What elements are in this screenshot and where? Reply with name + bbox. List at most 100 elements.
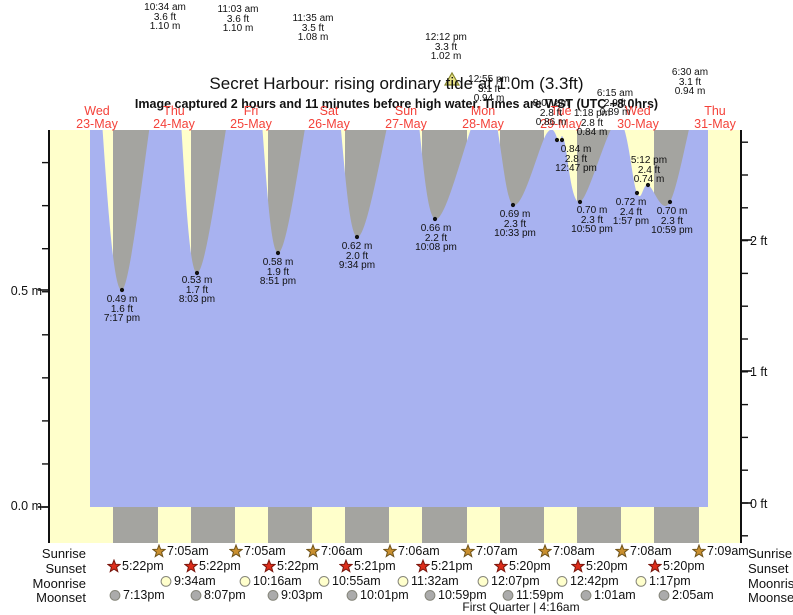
high-tide-annotation: 11:03 am 3.6 ft 1.10 m <box>218 5 259 34</box>
moonrise-entry: 11:32am <box>396 574 459 588</box>
moonset-circle-shape <box>190 590 202 601</box>
high-tide-annotation: 8:07 am 2.8 ft 0.86 m <box>533 99 569 128</box>
low-tide-annotation: 0.58 m 1.9 ft 8:51 pm <box>260 258 296 287</box>
sunset-star-shape <box>107 559 121 573</box>
day-name: Thu <box>163 104 185 118</box>
low-tide-ft: 2.3 ft <box>503 218 527 230</box>
low-tide-time: 12:47 pm <box>555 163 597 175</box>
moonset-circle-icon <box>424 590 436 601</box>
moonrise-entry: 1:17pm <box>634 574 691 588</box>
moonset-circle-icon <box>267 590 279 601</box>
low-tide-annotation: 0.53 m 1.7 ft 8:03 pm <box>179 276 215 305</box>
day-label: Wed 30-May <box>598 105 678 131</box>
row-label-moonset-left: Moonset <box>36 590 86 605</box>
right-axis-label: 2 ft <box>750 234 768 248</box>
high-tide-time: 11:03 am <box>217 4 259 15</box>
day-label: Sun 27-May <box>366 105 446 131</box>
low-tide-annotation: 0.84 m 2.8 ft 12:47 pm <box>555 145 597 174</box>
high-tide-annotation: 1:18 pm 2.8 ft 0.84 m <box>574 109 610 138</box>
low-tide-ft: 1.7 ft <box>185 284 209 296</box>
sunset-star-icon <box>339 559 353 573</box>
low-tide-annotation: 0.49 m 1.6 ft 7:17 pm <box>104 295 140 324</box>
moonset-entry: 11:59pm <box>501 588 564 602</box>
moonrise-time: 12:42pm <box>570 574 619 588</box>
day-date: 23-May <box>76 117 118 131</box>
moonrise-entry: 12:07pm <box>476 574 540 588</box>
tide-extreme-dot <box>432 216 438 222</box>
moonrise-entry: 10:55am <box>317 574 381 588</box>
low-tide-time: 7:17 pm <box>103 313 141 325</box>
tide-extreme-dot <box>119 287 125 293</box>
high-tide-time: 12:55 pm <box>468 74 510 85</box>
row-label-sunset-right: Sunset <box>748 561 789 576</box>
moonrise-circle-icon <box>477 576 489 587</box>
moonrise-time: 11:32am <box>411 574 459 588</box>
low-tide-time: 10:50 pm <box>571 224 613 236</box>
sunrise-star-shape <box>306 544 320 558</box>
moonrise-entry: 12:42pm <box>555 574 619 588</box>
day-date: 31-May <box>694 117 736 131</box>
high-tide-ft: 3.6 ft <box>226 13 250 25</box>
high-tide-ft: 3.1 ft <box>477 83 501 95</box>
sunrise-star-shape <box>461 544 475 558</box>
high-tide-m: 0.94 m <box>473 93 505 105</box>
sunset-star-shape <box>648 559 662 573</box>
day-name: Sat <box>319 104 339 118</box>
moonset-time: 10:59pm <box>438 588 487 602</box>
sunset-time: 5:20pm <box>586 559 628 573</box>
day-name: Fri <box>243 104 259 118</box>
high-tide-annotation: 12:12 pm 3.3 ft 1.02 m <box>425 33 467 62</box>
sunrise-time: 7:07am <box>476 544 518 558</box>
moonset-entry: 10:59pm <box>423 588 487 602</box>
low-tide-ft: 1.9 ft <box>266 266 290 278</box>
day-name: Wed <box>625 104 651 118</box>
low-tide-time: 10:33 pm <box>494 228 536 240</box>
sunset-entry: 5:20pm <box>571 559 628 573</box>
high-tide-annotation: 11:35 am 3.5 ft 1.08 m <box>293 14 334 43</box>
high-tide-ft: 2.8 ft <box>580 117 604 129</box>
low-tide-annotation: 0.72 m 2.4 ft 1:57 pm <box>613 198 649 227</box>
high-tide-m: 0.84 m <box>576 127 608 139</box>
row-label-moonset-right: Moonset <box>748 590 793 605</box>
low-tide-ft: 2.2 ft <box>424 232 448 244</box>
high-tide-ft: 3.6 ft <box>153 11 177 23</box>
right-axis-label: 1 ft <box>750 365 768 379</box>
low-tide-m: 0.70 m <box>576 205 608 216</box>
high-tide-ft: 3.1 ft <box>678 76 702 88</box>
high-tide-time: 10:34 am <box>144 2 186 13</box>
moonrise-circle-icon <box>397 576 409 587</box>
low-tide-annotation: 0.69 m 2.3 ft 10:33 pm <box>494 210 536 239</box>
tide-extreme-dot <box>667 199 673 205</box>
row-label-sunrise-right: Sunrise <box>748 546 793 561</box>
low-tide-annotation: 0.70 m 2.3 ft 10:50 pm <box>571 206 613 235</box>
moonset-entry: 1:01am <box>579 588 636 602</box>
sunset-entry: 5:22pm <box>262 559 319 573</box>
moonrise-entry: 10:16am <box>238 574 302 588</box>
low-tide-m: 0.66 m <box>420 223 452 234</box>
moonset-circle-icon <box>658 590 670 601</box>
moonrise-circle-icon <box>239 576 251 587</box>
day-label: Mon 28-May <box>443 105 523 131</box>
sunset-time: 5:21pm <box>431 559 473 573</box>
sunrise-star-shape <box>152 544 166 558</box>
sunrise-time: 7:06am <box>398 544 440 558</box>
sunrise-star-shape <box>383 544 397 558</box>
low-tide-time: 9:34 pm <box>338 260 376 272</box>
sunset-time: 5:21pm <box>354 559 396 573</box>
high-tide-annotation: 6:30 am 3.1 ft 0.94 m <box>672 68 708 97</box>
low-tide-m: 0.69 m <box>499 209 531 220</box>
sunset-star-shape <box>184 559 198 573</box>
moonrise-time: 9:34am <box>174 574 216 588</box>
sunrise-star-icon <box>615 544 629 558</box>
high-tide-ft: 3.3 ft <box>434 41 458 53</box>
moonrise-entry: 9:34am <box>159 574 216 588</box>
low-tide-m: 0.58 m <box>262 257 294 268</box>
sunrise-time: 7:05am <box>244 544 286 558</box>
sunset-entry: 5:21pm <box>416 559 473 573</box>
high-tide-annotation: 12:55 pm 3.1 ft 0.94 m <box>468 75 510 104</box>
sunset-star-icon <box>107 559 121 573</box>
moonrise-circle-shape <box>160 576 172 587</box>
high-tide-m: 1.10 m <box>222 23 254 35</box>
day-label: Thu 31-May <box>675 105 755 131</box>
